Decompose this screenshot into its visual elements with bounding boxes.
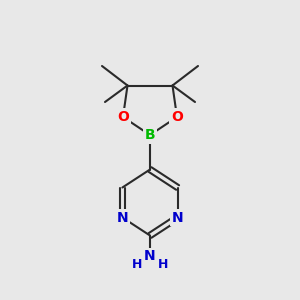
Text: N: N [172,211,183,224]
Text: N: N [117,211,128,224]
Text: N: N [144,250,156,263]
Text: H: H [132,258,142,272]
Text: H: H [158,258,168,272]
Text: B: B [145,128,155,142]
Text: O: O [171,110,183,124]
Text: O: O [117,110,129,124]
